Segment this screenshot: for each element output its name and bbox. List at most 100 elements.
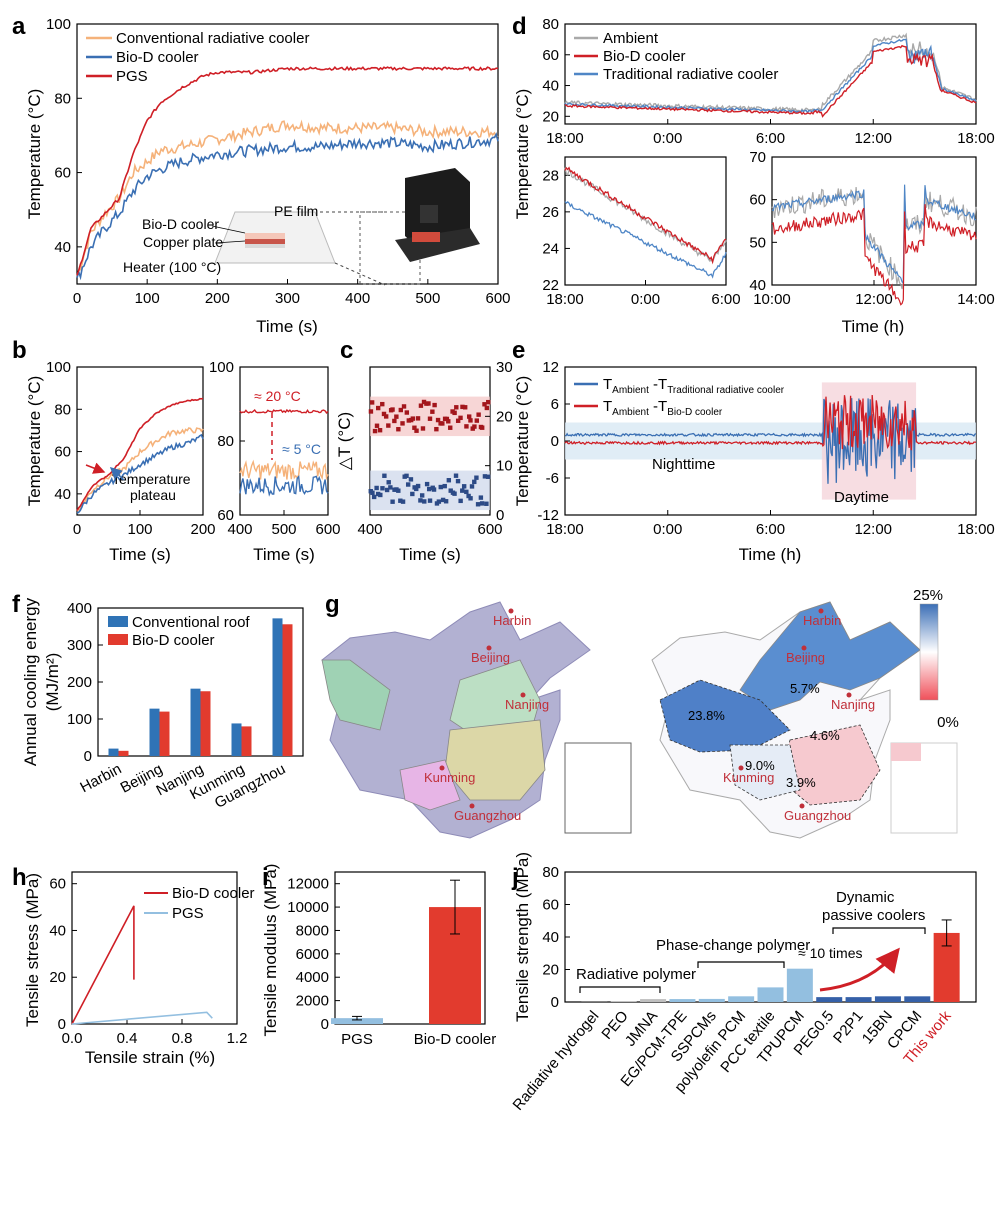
series-biod <box>71 905 135 1025</box>
scatter-point <box>468 418 473 423</box>
scatter-point <box>390 499 395 504</box>
scatter-point <box>369 400 375 405</box>
scatter-point <box>374 423 380 428</box>
scatter-point <box>469 484 475 489</box>
scatter-point <box>372 428 378 434</box>
scatter-point <box>405 482 411 487</box>
bar-6 <box>757 987 784 1002</box>
panel-label-i: i <box>262 864 269 891</box>
scatter-point <box>398 407 404 413</box>
y-axis-label: Tensile strength (MPa) <box>513 852 532 1022</box>
annotation-daytime: Daytime <box>834 489 889 506</box>
city-dot <box>799 803 805 809</box>
group-radiative: Radiative polymer <box>576 966 696 983</box>
scatter-point <box>390 407 395 412</box>
y-axis-label: Temperature (°C) <box>513 89 532 220</box>
scatter-point <box>386 480 391 485</box>
city-label-kunming: Kunming <box>424 770 475 785</box>
bar-4 <box>698 998 725 1002</box>
legend-biod: Bio-D cooler <box>116 49 199 66</box>
x-tick-label: 6:00 <box>756 130 785 147</box>
scatter-point <box>476 412 481 417</box>
annotation-5C: ≈ 5 °C <box>282 441 321 457</box>
y-tick-label: 26 <box>542 204 559 221</box>
x-axis-label: Time (h) <box>739 545 802 564</box>
x-tick-label: 12:00 <box>854 130 892 147</box>
city-label-beijing: Beijing <box>786 650 825 665</box>
scatter-point <box>478 495 484 500</box>
series-lines <box>564 32 977 306</box>
series-line-2 <box>76 65 499 276</box>
y-tick-label: 400 <box>67 600 92 617</box>
scatter-point <box>370 490 375 495</box>
scatter-point <box>427 416 433 421</box>
series-traditional-bl <box>564 201 727 279</box>
axes-frame <box>334 871 486 1025</box>
bracket-phase-change <box>697 961 785 968</box>
legend-biod: Bio-D cooler <box>603 48 686 65</box>
panel-label-c: c <box>340 337 353 364</box>
y-tick-label: 6 <box>551 396 559 413</box>
y-axis-label: Temperature (°C) <box>25 89 44 220</box>
series-lines <box>76 65 499 281</box>
y-tick-label: 28 <box>542 167 559 184</box>
scatter-point <box>438 484 443 490</box>
x-axis-label: Time (s) <box>256 317 318 336</box>
colorbar-min: 0% <box>937 714 959 731</box>
scatter-point <box>394 414 399 419</box>
x-tick-label: 0.8 <box>172 1030 193 1047</box>
y-tick-label: 70 <box>749 149 766 166</box>
y-tick-label: 0 <box>551 433 559 450</box>
y-tick-label: 12 <box>542 359 559 376</box>
bar-beijing-1 <box>159 711 170 756</box>
series-biod-br <box>771 204 977 306</box>
x-tick-label: 0:00 <box>653 521 682 538</box>
y-tick-label: 0 <box>84 748 92 765</box>
scatter-point <box>426 486 432 492</box>
bar-11 <box>904 996 931 1002</box>
y-tick-label: 6000 <box>296 946 329 963</box>
x-tick-label: Harbin <box>77 761 124 797</box>
y-tick-label: 60 <box>542 47 559 64</box>
x-tick-label: 600 <box>477 521 502 538</box>
arrow-increase <box>819 947 900 992</box>
scatter-point <box>472 424 477 429</box>
panel-d: 18:00 0:00 6:00 12:00 18:00 20 40 60 80 18:00 0:00… <box>513 16 995 336</box>
arrow-blue <box>109 466 125 481</box>
y-tick-label: 0 <box>496 507 504 524</box>
y-tick-label: 2000 <box>296 993 329 1010</box>
bar-9 <box>845 997 872 1002</box>
y-tick-label: 20 <box>496 408 513 425</box>
scatter-point <box>461 484 467 489</box>
series-pgs <box>71 1011 213 1025</box>
legend-biod: Bio-D cooler <box>172 885 255 902</box>
y-tick-label: 80 <box>54 90 71 107</box>
bar-harbin-0 <box>108 748 119 756</box>
legend-biod-diff: TAmbient -TBio-D cooler <box>603 398 723 418</box>
city-label-nanjing: Nanjing <box>831 697 875 712</box>
y-tick-label: 10000 <box>287 899 329 916</box>
scatter-point <box>380 486 385 491</box>
scatter-point <box>484 501 489 506</box>
scatter-point <box>404 410 410 415</box>
city-dot <box>846 692 852 698</box>
inset-label-film: PE film <box>274 203 318 219</box>
series-line-right-1 <box>239 459 329 481</box>
y-tick-label: 12000 <box>287 876 329 893</box>
annotation-plateau-2: plateau <box>130 487 176 503</box>
scatter-point <box>430 409 435 414</box>
scatter-point <box>486 399 491 405</box>
x-tick-label: 100 <box>127 521 152 538</box>
y-tick-label: 22 <box>542 277 559 294</box>
city-label-guangzhou: Guangzhou <box>454 808 521 823</box>
x-tick-label: 6:00 <box>756 521 785 538</box>
scatter-point <box>460 488 465 493</box>
x-tick-label: 0 <box>73 290 81 307</box>
scatter-point <box>396 488 401 493</box>
panel-label-a: a <box>12 13 26 40</box>
series-line-right-2 <box>239 475 329 497</box>
scatter-point <box>404 473 409 479</box>
city-dot <box>818 608 824 614</box>
x-tick-label: 0.4 <box>117 1030 138 1047</box>
